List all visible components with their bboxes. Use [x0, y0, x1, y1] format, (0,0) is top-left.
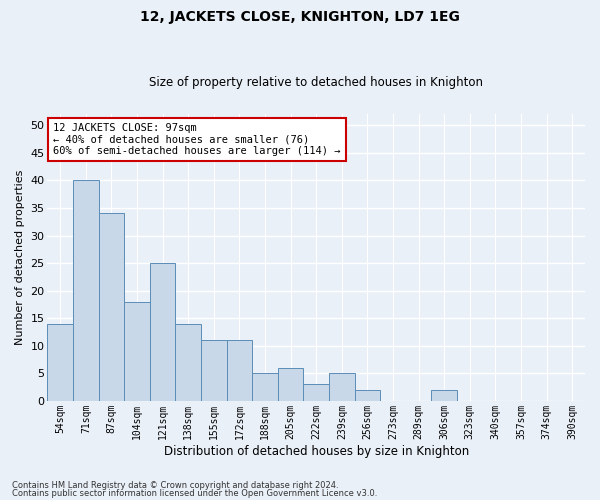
Y-axis label: Number of detached properties: Number of detached properties — [15, 170, 25, 346]
Bar — [431, 390, 457, 401]
Bar — [150, 263, 175, 401]
Text: 12, JACKETS CLOSE, KNIGHTON, LD7 1EG: 12, JACKETS CLOSE, KNIGHTON, LD7 1EG — [140, 10, 460, 24]
Bar — [47, 324, 73, 401]
Bar — [304, 384, 329, 401]
X-axis label: Distribution of detached houses by size in Knighton: Distribution of detached houses by size … — [164, 444, 469, 458]
Bar — [329, 374, 355, 401]
Text: Contains public sector information licensed under the Open Government Licence v3: Contains public sector information licen… — [12, 488, 377, 498]
Bar — [278, 368, 304, 401]
Title: Size of property relative to detached houses in Knighton: Size of property relative to detached ho… — [149, 76, 483, 90]
Bar — [252, 374, 278, 401]
Bar — [98, 214, 124, 401]
Bar — [355, 390, 380, 401]
Bar — [73, 180, 98, 401]
Bar — [201, 340, 227, 401]
Text: 12 JACKETS CLOSE: 97sqm
← 40% of detached houses are smaller (76)
60% of semi-de: 12 JACKETS CLOSE: 97sqm ← 40% of detache… — [53, 123, 340, 156]
Bar — [175, 324, 201, 401]
Bar — [227, 340, 252, 401]
Text: Contains HM Land Registry data © Crown copyright and database right 2024.: Contains HM Land Registry data © Crown c… — [12, 481, 338, 490]
Bar — [124, 302, 150, 401]
